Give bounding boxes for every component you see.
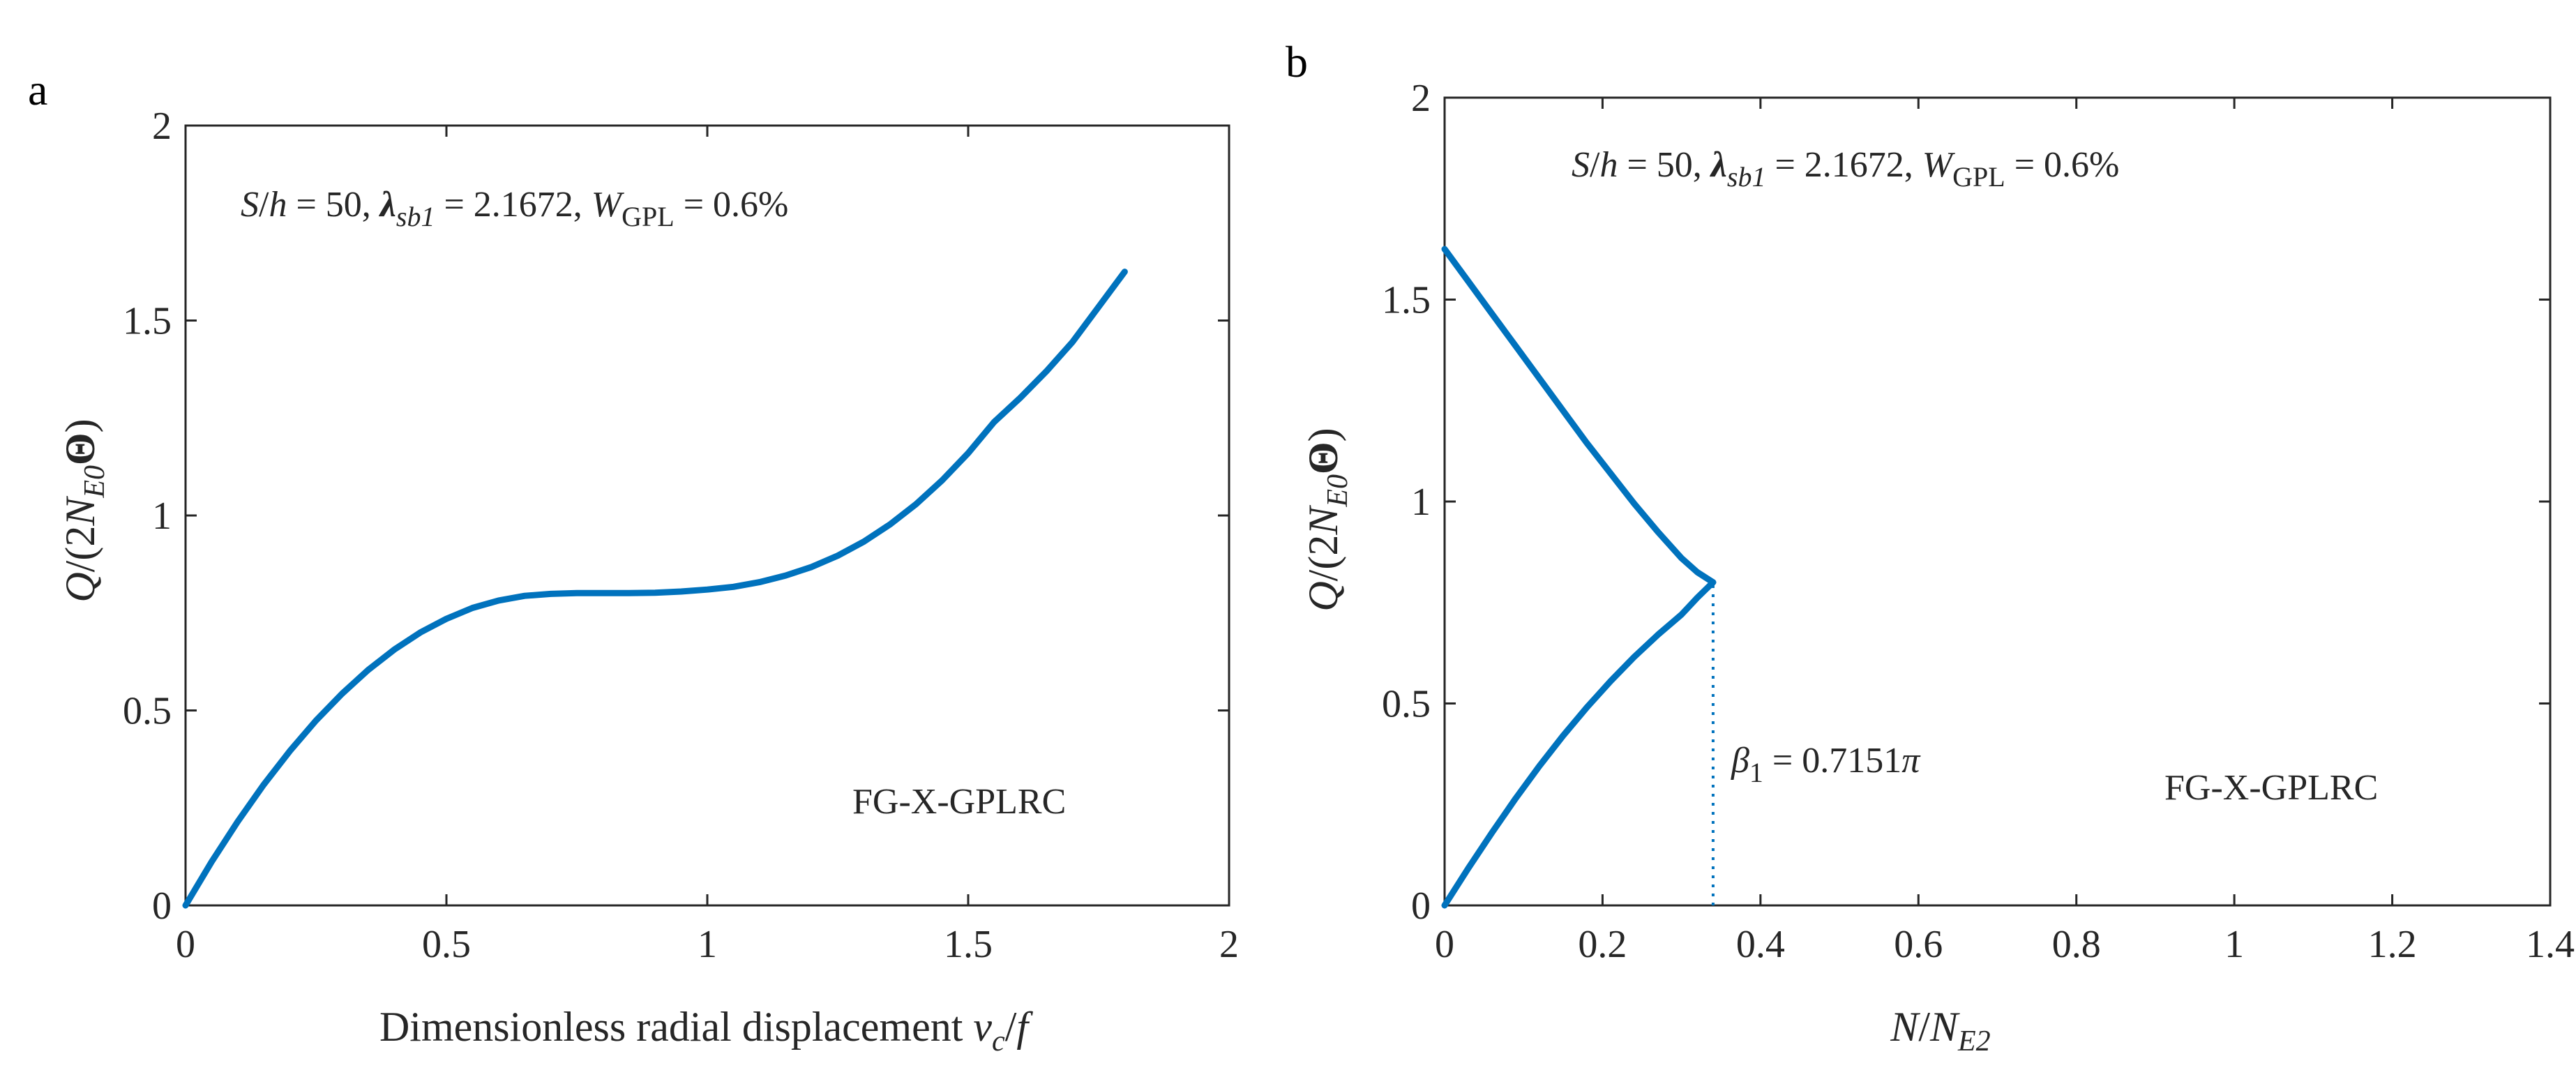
panel-a-y-tick-label: 0.5	[123, 690, 172, 733]
panel-b-material-annotation: FG-X-GPLRC	[2164, 768, 2378, 808]
panel-b-label: b	[1286, 37, 1308, 86]
panel-b-y-tick-label: 1	[1411, 481, 1431, 524]
panel-a-y-tick-label: 1.5	[123, 300, 172, 343]
panel-a-x-axis-title: Dimensionless radial displacement vc/f	[379, 1004, 1033, 1057]
panel-b: b Q/(2NE0Θ) N/NE2 S/h = 50, λsb1 = 2.167…	[1286, 37, 2575, 1057]
panel-b-y-tick-label: 1.5	[1382, 279, 1431, 322]
panel-a-series-line-1	[182, 269, 1128, 909]
panel-a-y-axis-title: Q/(2NE0Θ)	[57, 419, 111, 602]
panel-b-beta-annotation: β1 = 0.7151π	[1731, 741, 1921, 788]
panel-b-x-tick-label: 1	[2224, 923, 2244, 966]
panel-b-x-tick-label: 0	[1435, 923, 1454, 966]
panel-a-label: a	[28, 65, 47, 114]
panel-a-material-annotation: FG-X-GPLRC	[852, 782, 1066, 822]
panel-a-y-tick-label: 1	[152, 495, 172, 538]
panel-b-x-tick-label: 1.2	[2368, 923, 2417, 966]
panel-a-x-tick-label: 1	[698, 923, 717, 966]
panel-b-x-tick-label: 0.2	[1578, 923, 1627, 966]
panel-a-x-tick-label: 1.5	[944, 923, 993, 966]
panel-b-x-tick-label: 0.6	[1894, 923, 1943, 966]
panel-b-x-tick-label: 0.4	[1736, 923, 1785, 966]
panel-a-axes-box	[184, 124, 1230, 907]
panel-b-y-tick-label: 0.5	[1382, 683, 1431, 726]
panel-a-x-tick-label: 2	[1219, 923, 1239, 966]
panel-b-params-annotation: S/h = 50, λsb1 = 2.1672, WGPL = 0.6%	[1572, 145, 2119, 193]
panel-b-x-tick-label: 0.8	[2052, 923, 2101, 966]
panel-a-params-annotation: S/h = 50, λsb1 = 2.1672, WGPL = 0.6%	[241, 185, 788, 232]
panel-b-x-axis-title: N/NE2	[1890, 1004, 1990, 1057]
panel-b-y-tick-label: 2	[1411, 77, 1431, 120]
panel-b-series-line-2	[1441, 579, 1717, 909]
panel-a-y-tick-label: 0	[152, 884, 172, 928]
panel-b-series-line-1	[1441, 246, 1717, 586]
panel-a: a Q/(2NE0Θ) Dimensionless radial displac…	[28, 65, 1239, 1057]
panel-a-x-tick-label: 0.5	[422, 923, 471, 966]
panel-b-x-tick-label: 1.4	[2526, 923, 2575, 966]
panel-b-y-axis-title: Q/(2NE0Θ)	[1300, 428, 1354, 611]
panel-a-y-tick-label: 2	[152, 105, 172, 148]
panel-b-y-tick-label: 0	[1411, 884, 1431, 928]
panel-b-axes-box	[1443, 96, 2552, 907]
panel-a-x-tick-label: 0	[176, 923, 195, 966]
